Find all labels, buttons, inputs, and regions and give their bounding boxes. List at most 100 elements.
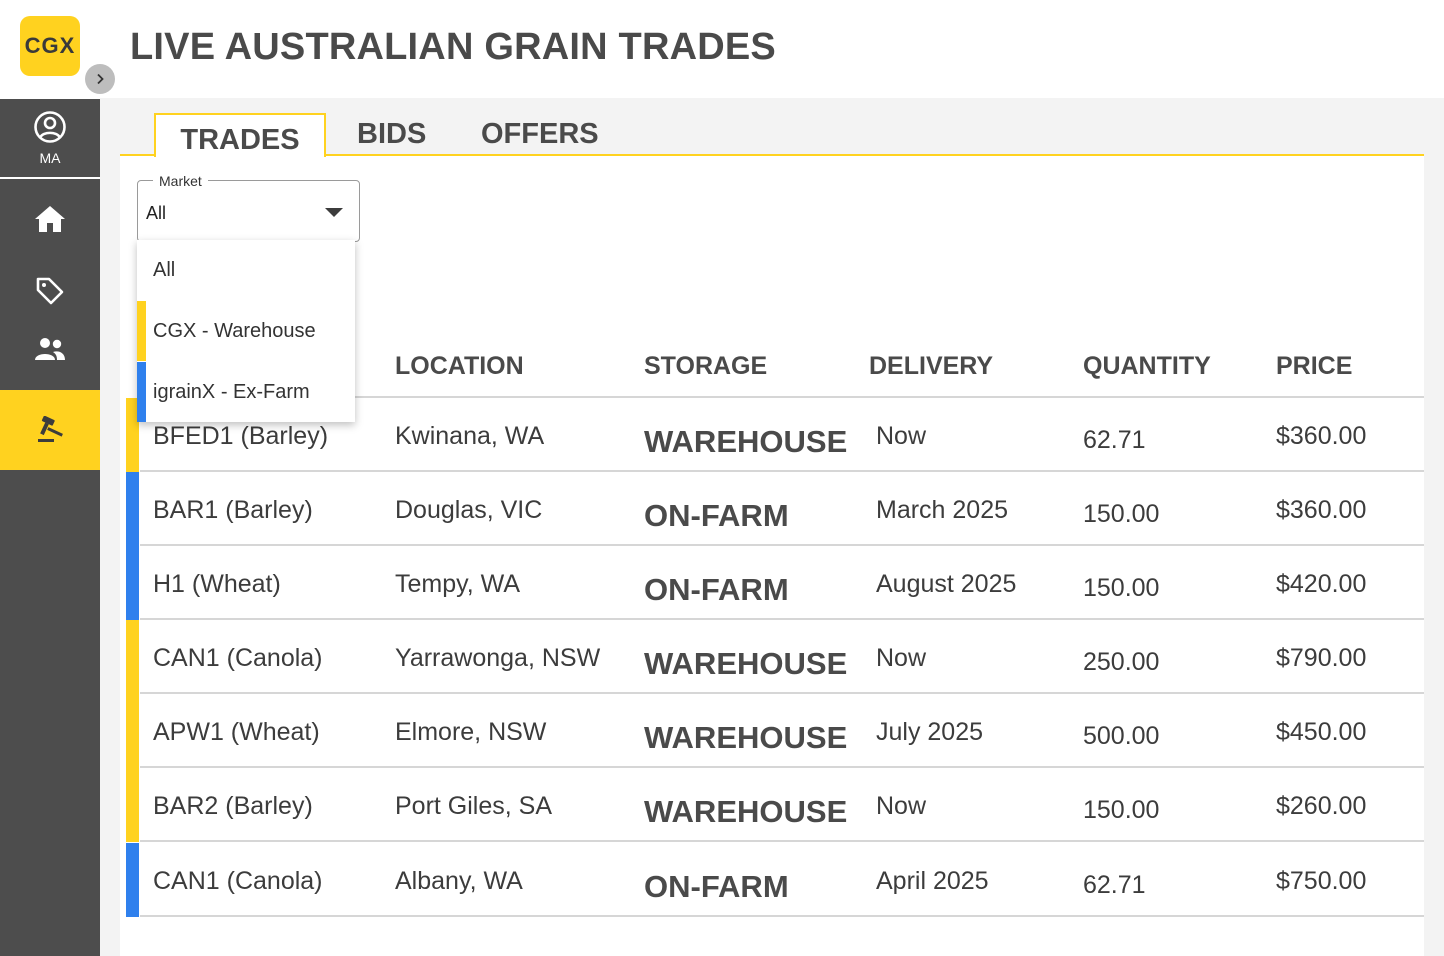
warehouse-color-bar [137, 301, 146, 361]
quantity-cell: 62.71 [1083, 426, 1146, 454]
table-row[interactable]: BAR1 (Barley) Douglas, VIC ON-FARM March… [126, 472, 1424, 546]
location-cell: Douglas, VIC [395, 496, 543, 524]
table-header-divider [140, 396, 1424, 398]
tab-trades[interactable]: TRADES [154, 113, 326, 157]
quantity-cell: 150.00 [1083, 500, 1160, 528]
sidebar-item-offers[interactable] [0, 262, 100, 320]
delivery-cell: Now [876, 644, 927, 672]
tab-bids[interactable]: BIDS [357, 118, 427, 150]
price-cell: $360.00 [1276, 422, 1367, 450]
home-icon [35, 206, 65, 232]
location-cell: Kwinana, WA [395, 422, 545, 450]
sidebar-divider [0, 177, 100, 179]
sidebar-item-profile[interactable]: MA [0, 99, 100, 177]
quantity-cell: 150.00 [1083, 574, 1160, 602]
sidebar-item-trades[interactable] [0, 390, 100, 470]
grain-cell: BAR2 (Barley) [153, 792, 313, 820]
market-option-igrainx-ex-farm[interactable]: igrainX - Ex-Farm [137, 362, 355, 422]
user-circle-icon [34, 111, 66, 143]
grain-cell: BFED1 (Barley) [153, 422, 329, 450]
row-divider [140, 618, 1424, 620]
market-select-value[interactable]: All [146, 203, 167, 223]
table-row[interactable]: BFED1 (Barley) Kwinana, WA WAREHOUSE Now… [126, 398, 1424, 472]
column-header-delivery[interactable]: DELIVERY [869, 352, 994, 380]
table-row[interactable]: CAN1 (Canola) Yarrawonga, NSW WAREHOUSE … [126, 620, 1424, 694]
price-cell: $790.00 [1276, 644, 1367, 672]
price-cell: $450.00 [1276, 718, 1367, 746]
sidebar-collapse-button[interactable] [85, 64, 115, 94]
table-row[interactable]: CAN1 (Canola) Albany, WA ON-FARM April 2… [126, 843, 1424, 917]
tag-icon [36, 277, 64, 305]
page-title: LIVE AUSTRALIAN GRAIN TRADES [130, 26, 776, 68]
cgx-logo[interactable]: CGX [20, 16, 80, 76]
storage-cell: WAREHOUSE [644, 424, 848, 459]
storage-cell: ON-FARM [644, 498, 789, 533]
market-stripe [126, 472, 139, 546]
sidebar-item-users[interactable] [0, 320, 100, 378]
table-row[interactable]: H1 (Wheat) Tempy, WA ON-FARM August 2025… [126, 546, 1424, 620]
sidebar-item-home[interactable] [0, 190, 100, 248]
gavel-icon [38, 416, 63, 442]
storage-cell: ON-FARM [644, 869, 789, 904]
delivery-cell: Now [876, 422, 927, 450]
table-row[interactable]: BAR2 (Barley) Port Giles, SA WAREHOUSE N… [126, 768, 1424, 842]
storage-cell: ON-FARM [644, 572, 789, 607]
grain-cell: H1 (Wheat) [153, 570, 281, 598]
table-row[interactable]: APW1 (Wheat) Elmore, NSW WAREHOUSE July … [126, 694, 1424, 768]
market-option-all[interactable]: All [137, 240, 355, 300]
location-cell: Elmore, NSW [395, 718, 547, 746]
location-cell: Port Giles, SA [395, 792, 552, 820]
row-divider [140, 470, 1424, 472]
sidebar-divider [0, 97, 100, 99]
tab-offers[interactable]: OFFERS [481, 118, 599, 150]
row-divider [140, 544, 1424, 546]
market-stripe [126, 620, 139, 694]
sidebar: CGX MA [0, 0, 100, 956]
quantity-cell: 62.71 [1083, 871, 1146, 899]
market-select[interactable] [137, 180, 360, 242]
delivery-cell: March 2025 [876, 496, 1009, 524]
column-header-quantity[interactable]: QUANTITY [1083, 352, 1211, 380]
grain-cell: CAN1 (Canola) [153, 867, 323, 895]
quantity-cell: 250.00 [1083, 648, 1160, 676]
grain-cell: BAR1 (Barley) [153, 496, 313, 524]
row-divider [140, 766, 1424, 768]
column-header-storage[interactable]: STORAGE [644, 352, 768, 380]
market-option-label: igrainX - Ex-Farm [153, 380, 310, 403]
chevron-right-icon [97, 73, 104, 85]
market-dropdown-menu: All CGX - Warehouse igrainX - Ex-Farm [137, 240, 355, 422]
row-divider [140, 915, 1424, 917]
price-cell: $260.00 [1276, 792, 1367, 820]
delivery-cell: July 2025 [876, 718, 984, 746]
grain-cell: APW1 (Wheat) [153, 718, 320, 746]
price-cell: $360.00 [1276, 496, 1367, 524]
delivery-cell: August 2025 [876, 570, 1017, 598]
market-stripe [126, 398, 139, 472]
on-farm-color-bar [137, 362, 146, 422]
location-cell: Yarrawonga, NSW [395, 644, 601, 672]
people-icon [35, 338, 65, 360]
quantity-cell: 500.00 [1083, 722, 1160, 750]
tabs-underline [120, 154, 1424, 156]
logo-area: CGX [0, 0, 100, 97]
column-header-price[interactable]: PRICE [1276, 352, 1353, 380]
price-cell: $420.00 [1276, 570, 1367, 598]
storage-cell: WAREHOUSE [644, 720, 848, 755]
market-stripe [126, 694, 139, 768]
location-cell: Albany, WA [395, 867, 523, 895]
storage-cell: WAREHOUSE [644, 794, 848, 829]
storage-cell: WAREHOUSE [644, 646, 848, 681]
market-option-label: CGX - Warehouse [153, 319, 316, 342]
page-header: LIVE AUSTRALIAN GRAIN TRADES [100, 0, 1444, 98]
quantity-cell: 150.00 [1083, 796, 1160, 824]
delivery-cell: Now [876, 792, 927, 820]
column-header-location[interactable]: LOCATION [395, 352, 524, 380]
market-select-label: Market [153, 173, 208, 189]
market-option-label: All [153, 258, 176, 281]
price-cell: $750.00 [1276, 867, 1367, 895]
market-stripe [126, 768, 139, 842]
delivery-cell: April 2025 [876, 867, 989, 895]
user-initials: MA [39, 150, 61, 166]
market-option-cgx-warehouse[interactable]: CGX - Warehouse [137, 301, 355, 361]
caret-down-icon[interactable] [325, 208, 343, 217]
